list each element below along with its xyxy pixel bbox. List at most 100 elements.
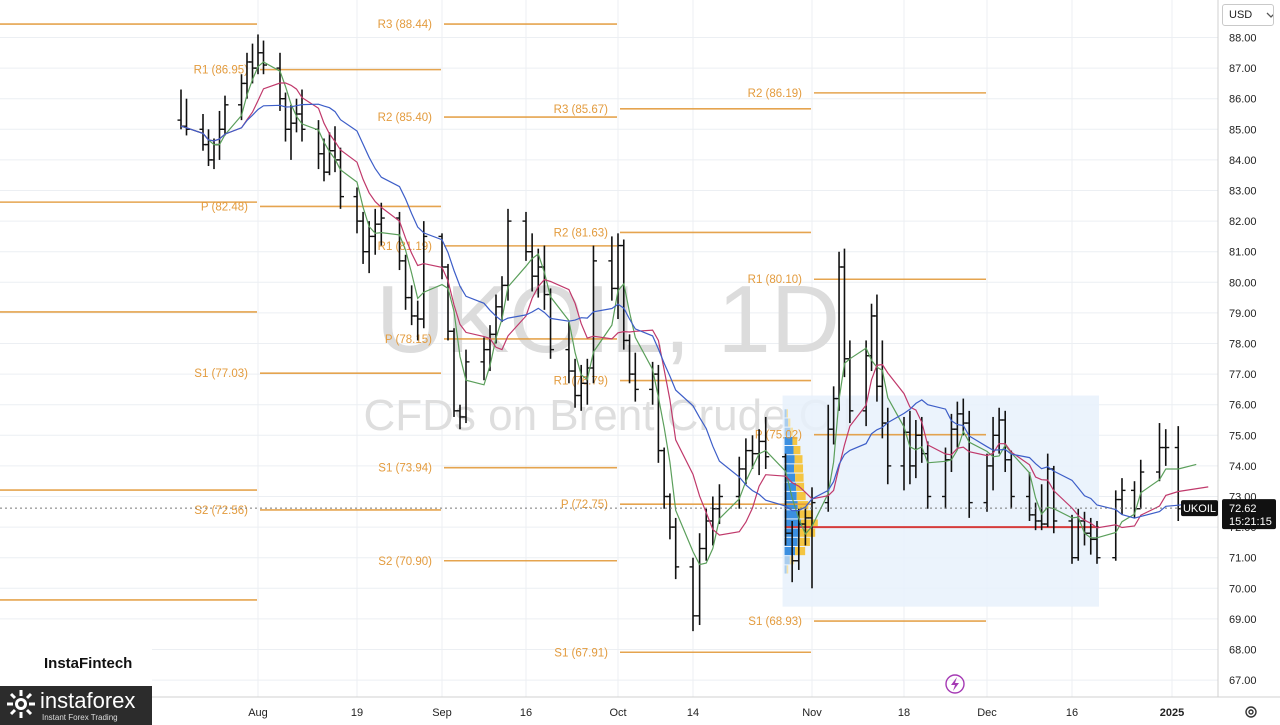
y-tick-label: 82.00 <box>1229 216 1257 228</box>
time-axis-bg <box>0 697 1280 725</box>
volume-profile-row-up <box>784 565 787 574</box>
y-tick-label: 67.00 <box>1229 675 1257 687</box>
y-tick-label: 88.00 <box>1229 33 1257 45</box>
price-tag-countdown: 15:21:15 <box>1229 516 1272 528</box>
pivot-label: R1 (86.95) <box>194 65 249 77</box>
instafintech-logo: InstaFintech <box>0 632 152 694</box>
lightning-icon-ring <box>945 674 965 694</box>
y-tick-label: 75.00 <box>1229 430 1257 442</box>
volume-profile-row-down <box>794 455 803 464</box>
volume-profile-row-down <box>788 418 791 427</box>
volume-profile-row-down <box>795 546 806 556</box>
volume-profile-row-up <box>784 556 790 565</box>
instaforex-tagline: Instant Forex Trading <box>42 713 118 722</box>
ohlc-bar <box>801 508 809 546</box>
volume-profile-row-up <box>784 418 789 427</box>
pivot-label: R3 (88.44) <box>378 19 433 31</box>
ohlc-bar <box>276 52 284 111</box>
volume-profile-row-up <box>784 464 795 473</box>
time-axis: Aug 19 Sep 16 Oct 14 Nov 18 Dec 16 2025 <box>0 696 1280 725</box>
ohlc-bar <box>1118 478 1126 515</box>
x-tick-label: Nov <box>802 707 822 719</box>
price-tag-value: 72.62 <box>1229 503 1257 515</box>
y-tick-label: 87.00 <box>1229 63 1257 75</box>
volume-profile-row-up <box>784 473 796 482</box>
pivot-label: P (72.75) <box>561 499 608 511</box>
ohlc-bar <box>249 43 256 84</box>
ohlc-bar <box>282 92 289 142</box>
volume-profile <box>782 395 1099 607</box>
instaforex-label: instaforex <box>40 688 136 713</box>
pivot-label: P (75.02) <box>755 430 802 442</box>
ohlc-bar <box>702 508 710 561</box>
ohlc-bar <box>696 533 704 626</box>
volume-profile-row-up <box>784 537 798 546</box>
volume-profile-row-down <box>799 510 814 519</box>
symbol-tag-label: UKOIL <box>1183 503 1216 515</box>
symbol-tag-bg <box>1181 500 1218 517</box>
ohlc-bar <box>504 208 512 301</box>
x-tick-label: Aug <box>248 707 268 719</box>
ohlc-bar <box>749 435 756 469</box>
y-tick-label: 69.00 <box>1229 614 1257 626</box>
pivot-label: S1 (77.03) <box>194 368 248 380</box>
ohlc-bar <box>1174 426 1182 521</box>
watermark-subtitle: CFDs on Brent Crude Oil <box>363 391 852 440</box>
ohlc-bar <box>522 211 530 261</box>
ohlc-bar <box>1137 459 1145 510</box>
volume-profile-row-down <box>790 427 794 436</box>
ohlc-bar <box>177 89 185 130</box>
price-tag-bg <box>1222 499 1276 530</box>
volume-profile-row-down <box>795 473 804 482</box>
x-tick-label: 19 <box>351 707 363 719</box>
volume-profile-row-down <box>786 409 788 418</box>
y-tick-label: 83.00 <box>1229 186 1257 198</box>
ohlc-bar <box>462 349 470 424</box>
ohlc-bar <box>331 126 339 173</box>
volume-profile-row-up <box>784 491 797 501</box>
y-tick-label: 70.00 <box>1229 583 1257 595</box>
volume-profile-row-up <box>784 501 798 510</box>
ohlc-bars <box>177 34 1182 632</box>
volume-profile-row-down <box>792 436 798 446</box>
chevron-down-icon <box>1266 12 1273 18</box>
ohlc-bar <box>965 410 973 518</box>
currency-label: USD <box>1229 9 1253 21</box>
y-tick-label: 78.00 <box>1229 339 1257 351</box>
volume-profile-box <box>782 395 1099 607</box>
volume-profile-row-down <box>797 537 810 546</box>
ohlc-bar <box>672 517 680 580</box>
ohlc-bar <box>788 520 796 583</box>
settings-button[interactable] <box>1240 702 1262 722</box>
moving-average-line <box>180 82 1209 536</box>
ohlc-bar <box>315 120 322 170</box>
ohlc-bar <box>183 98 190 136</box>
currency-selector[interactable]: USD <box>1222 4 1274 26</box>
x-tick-label: 18 <box>898 707 910 719</box>
ohlc-bar <box>742 438 750 485</box>
pivot-label: R2 (86.19) <box>748 88 803 100</box>
x-tick-label: 14 <box>687 707 699 719</box>
ohlc-bar <box>782 453 790 546</box>
pivot-label: R3 (85.67) <box>554 104 609 116</box>
price-axis-bg <box>1218 0 1280 725</box>
y-tick-label: 71.00 <box>1229 553 1257 565</box>
x-tick-label: 2025 <box>1160 707 1184 719</box>
moving-averages <box>180 61 1221 566</box>
ohlc-bar <box>660 447 668 509</box>
y-tick-label: 77.00 <box>1229 369 1257 381</box>
volume-profile-row-up <box>784 455 795 464</box>
pivot-label: S2 (72.56) <box>194 505 248 517</box>
moving-average-line <box>180 61 1197 566</box>
volume-profile-row-up <box>784 409 787 418</box>
ohlc-bar <box>326 132 333 176</box>
x-tick-label: Dec <box>977 707 997 719</box>
x-tick-label: Sep <box>432 707 452 719</box>
volume-profile-row-up <box>784 446 794 455</box>
ohlc-bar <box>216 110 223 160</box>
lightning-icon-glyph <box>951 677 959 691</box>
y-tick-label: 86.00 <box>1229 94 1257 106</box>
instaforex-mark-icon <box>7 690 35 718</box>
